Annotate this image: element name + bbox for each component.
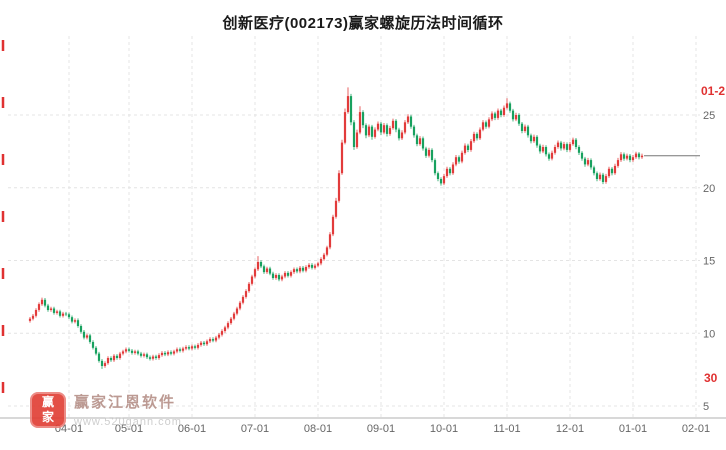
svg-text:11-01: 11-01 (493, 423, 520, 435)
watermark-text: 赢家江恩软件 www.520gann.com (74, 392, 182, 428)
svg-text:01-01: 01-01 (619, 423, 647, 435)
svg-text:20: 20 (703, 183, 715, 195)
software-watermark: 赢家 赢家江恩软件 www.520gann.com (30, 392, 182, 428)
spiral-date-label-bottom: 30 (704, 371, 718, 385)
svg-text:10: 10 (703, 328, 715, 340)
svg-text:06-01: 06-01 (178, 423, 206, 435)
y-axis-labels: 5 10 15 20 25 (703, 110, 715, 413)
svg-text:07-01: 07-01 (241, 423, 269, 435)
svg-text:02-01: 02-01 (682, 423, 710, 435)
svg-text:25: 25 (703, 110, 715, 122)
logo-text: 赢家 (41, 395, 54, 424)
svg-text:09-01: 09-01 (367, 423, 395, 435)
svg-text:10-01: 10-01 (430, 423, 458, 435)
chart-title: 创新医疗(002173)赢家螺旋历法时间循环 (222, 15, 504, 32)
svg-text:12-01: 12-01 (556, 423, 584, 435)
spiral-date-label-top: 01-2 (701, 84, 726, 98)
svg-text:08-01: 08-01 (304, 423, 332, 435)
svg-text:5: 5 (703, 401, 709, 413)
svg-text:15: 15 (703, 256, 715, 268)
software-name: 赢家江恩软件 (74, 394, 177, 411)
software-url: www.520gann.com (74, 416, 182, 428)
candles (28, 87, 644, 369)
winner-gann-logo-icon: 赢家 (30, 392, 66, 428)
svg-text:05-01: 05-01 (115, 423, 143, 435)
gridlines (8, 36, 700, 418)
